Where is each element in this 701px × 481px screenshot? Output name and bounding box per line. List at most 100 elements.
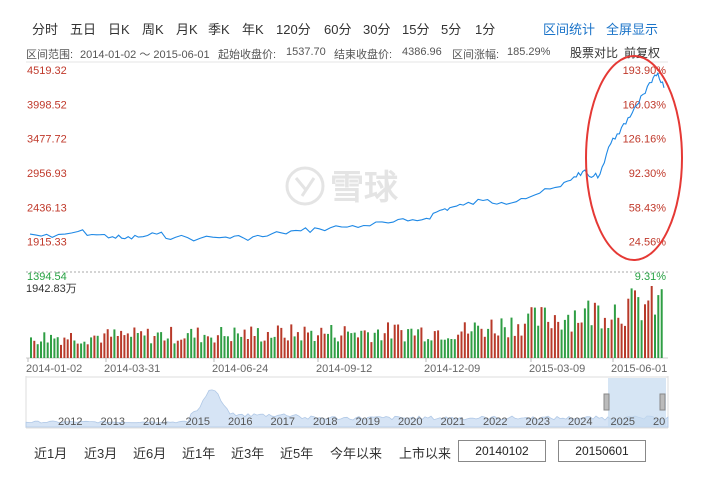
xueqiu-logo-mark xyxy=(294,177,316,197)
start-close-value: 1537.70 xyxy=(286,46,326,58)
range-button-3[interactable]: 近1年 xyxy=(182,446,216,461)
volume-bar xyxy=(30,337,32,358)
navigator-selection[interactable] xyxy=(608,378,666,427)
volume-bar xyxy=(537,325,540,358)
tab-6[interactable]: 年K xyxy=(242,22,264,37)
volume-bar xyxy=(113,329,116,358)
x-tick-5: 2015-03-09 xyxy=(529,363,585,375)
volume-bar xyxy=(440,339,443,358)
volume-bar xyxy=(654,314,656,358)
volume-bar xyxy=(236,333,239,358)
volume-bar xyxy=(93,335,96,358)
volume-bar xyxy=(570,331,573,358)
stock-compare-link[interactable]: 股票对比 xyxy=(570,46,619,60)
volume-bar xyxy=(317,335,319,358)
tab-4[interactable]: 月K xyxy=(176,22,198,37)
range-button-1[interactable]: 近3月 xyxy=(84,446,118,461)
y-tick-left-6: 1394.54 xyxy=(27,271,67,283)
navigator-handle-left[interactable] xyxy=(603,393,610,411)
tab-10[interactable]: 15分 xyxy=(402,22,430,37)
volume-bar xyxy=(100,342,103,358)
tab-8[interactable]: 60分 xyxy=(324,22,352,37)
volume-bar xyxy=(246,339,249,358)
y-tick-left-0: 4519.32 xyxy=(27,65,67,77)
end-close-value: 4386.96 xyxy=(402,46,442,58)
volume-bar xyxy=(56,337,59,358)
tab-1[interactable]: 五日 xyxy=(70,22,97,37)
interval-change-value: 185.29% xyxy=(507,46,551,58)
end-date-input[interactable] xyxy=(558,440,646,462)
volume-bar xyxy=(373,332,376,358)
tab-0[interactable]: 分时 xyxy=(32,22,59,37)
volume-bar xyxy=(357,337,359,358)
range-button-0[interactable]: 近1月 xyxy=(34,446,68,461)
volume-bar xyxy=(50,334,52,358)
volume-bar xyxy=(423,341,426,358)
volume-bar xyxy=(273,336,276,358)
navigator-handle-right[interactable] xyxy=(659,393,666,411)
range-button-2[interactable]: 近6月 xyxy=(133,446,167,461)
interval-stats-link[interactable]: 区间统计 xyxy=(543,22,596,37)
volume-bar xyxy=(110,336,113,358)
volume-bar xyxy=(130,336,133,358)
y-tick-right-2: 126.16% xyxy=(623,134,667,146)
volume-bar xyxy=(290,324,293,358)
volume-bar xyxy=(517,324,520,358)
volume-bar xyxy=(560,329,563,358)
volume-bar xyxy=(213,342,216,358)
volume-bar xyxy=(320,327,323,358)
red-annotation-ellipse xyxy=(585,55,683,261)
volume-bar xyxy=(123,335,126,358)
tab-11[interactable]: 5分 xyxy=(441,22,462,37)
volume-bar xyxy=(453,339,456,358)
range-button-4[interactable]: 近3年 xyxy=(231,446,265,461)
volume-bar xyxy=(370,342,373,358)
tab-7[interactable]: 120分 xyxy=(276,22,311,37)
volume-bar xyxy=(383,333,386,358)
volume-bar xyxy=(136,333,139,358)
fullscreen-link[interactable]: 全屏显示 xyxy=(606,22,659,37)
end-close-label: 结束收盘价: xyxy=(334,49,393,61)
volume-bar xyxy=(183,338,186,358)
nav-year-0: 2012 xyxy=(58,416,82,428)
start-date-input[interactable] xyxy=(458,440,546,462)
volume-bar xyxy=(296,332,299,358)
tab-5[interactable]: 季K xyxy=(208,22,230,37)
volume-bar xyxy=(427,339,430,358)
volume-bar xyxy=(160,332,163,358)
volume-bar xyxy=(470,331,473,358)
volume-bar xyxy=(567,314,570,358)
volume-bar xyxy=(393,324,396,358)
volume-bar xyxy=(467,333,470,358)
range-button-7[interactable]: 上市以来 xyxy=(399,446,452,461)
y-tick-left-2: 3477.72 xyxy=(27,134,67,146)
tab-12[interactable]: 1分 xyxy=(475,22,496,37)
nav-year-10: 2022 xyxy=(483,416,507,428)
volume-bar xyxy=(450,339,453,358)
volume-bar xyxy=(400,330,403,358)
volume-bar xyxy=(493,333,496,358)
volume-bar xyxy=(347,331,349,358)
nav-year-1: 2013 xyxy=(101,416,125,428)
volume-bar xyxy=(637,297,640,358)
volume-bar xyxy=(43,332,46,358)
tab-9[interactable]: 30分 xyxy=(363,22,391,37)
range-button-6[interactable]: 今年以来 xyxy=(330,446,383,461)
range-button-5[interactable]: 近5年 xyxy=(280,446,314,461)
volume-bar xyxy=(353,332,356,358)
volume-bar xyxy=(253,336,256,358)
volume-bar xyxy=(590,325,593,358)
interval-change-label: 区间涨幅: xyxy=(452,49,500,61)
volume-bar xyxy=(363,330,366,358)
volume-bar xyxy=(276,325,279,358)
tab-3[interactable]: 周K xyxy=(142,22,164,37)
y-tick-left-5: 1915.33 xyxy=(27,237,67,249)
nav-year-7: 2019 xyxy=(356,416,380,428)
volume-bar xyxy=(463,322,466,358)
volume-bar xyxy=(540,307,543,358)
volume-bar xyxy=(343,326,346,358)
volume-bar xyxy=(76,343,79,358)
start-close-label: 起始收盘价: xyxy=(218,49,277,61)
tab-2[interactable]: 日K xyxy=(108,22,130,37)
